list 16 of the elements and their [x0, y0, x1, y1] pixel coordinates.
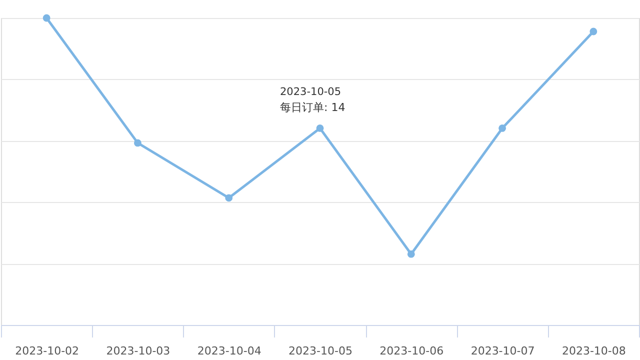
point [316, 124, 324, 132]
x-tick-label: 2023-10-07 [470, 344, 535, 358]
point [407, 250, 415, 258]
annotation: 2023-10-05 [280, 86, 342, 98]
x-tick-label: 2023-10-03 [106, 344, 170, 358]
point [134, 139, 142, 147]
point [42, 14, 50, 22]
x-tick-label: 2023-10-02 [15, 344, 80, 358]
point [498, 124, 506, 132]
point [590, 28, 598, 36]
x-tick-label: 2023-10-04 [197, 344, 262, 358]
x-tick-label: 2023-10-06 [380, 344, 444, 358]
x-tick-label: 2023-10-05 [288, 344, 352, 358]
point [225, 194, 233, 202]
x-tick-label: 2023-10-08 [562, 344, 626, 358]
annotation: 每日订单: 14 [280, 101, 346, 114]
